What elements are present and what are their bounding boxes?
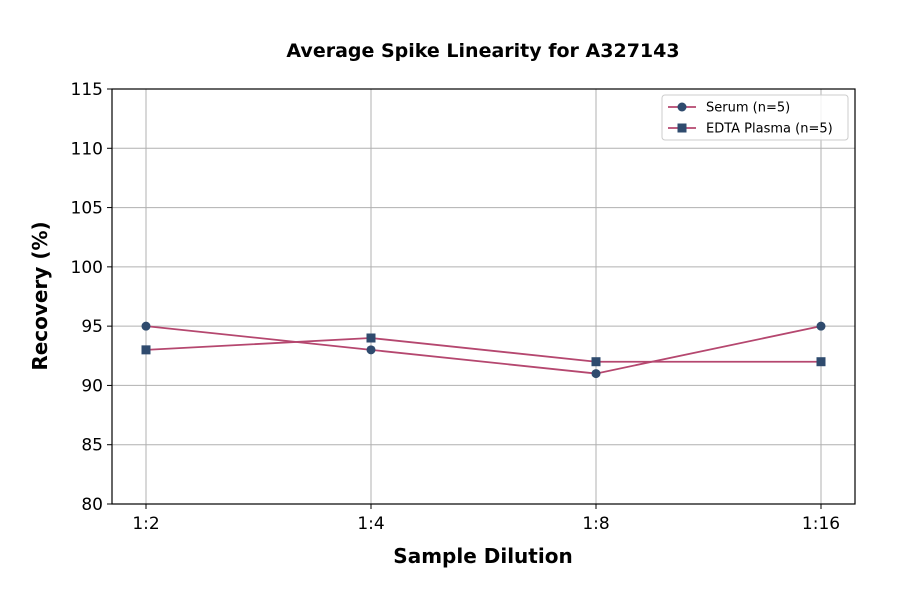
- data-point-square: [366, 333, 376, 343]
- x-tick-label: 1:16: [802, 514, 840, 534]
- x-tick-label: 1:8: [582, 514, 609, 534]
- y-axis-label: Recovery (%): [28, 221, 52, 370]
- data-point-circle: [141, 321, 151, 331]
- data-point-square: [141, 345, 151, 355]
- legend: Serum (n=5) EDTA Plasma (n=5): [661, 94, 849, 141]
- data-point-circle: [816, 321, 826, 331]
- data-point-circle: [366, 345, 376, 355]
- legend-marker-square-icon: [677, 123, 687, 133]
- x-tick-label: 1:4: [357, 514, 384, 534]
- y-tick-label: 95: [81, 317, 103, 337]
- series-line-0: [145, 325, 822, 375]
- y-tick-label: 85: [81, 436, 103, 456]
- y-tick-label: 105: [71, 199, 103, 219]
- plot-frame: [111, 88, 856, 505]
- data-point-square: [816, 357, 826, 367]
- ticks: 80 85 90 95 100 105 110 115 1:2 1:4 1:8 1:16: [71, 80, 841, 534]
- y-tick-label: 115: [71, 80, 103, 100]
- legend-label-edta: EDTA Plasma (n=5): [706, 122, 833, 137]
- y-tick-label: 80: [81, 495, 103, 515]
- legend-box: [661, 94, 849, 141]
- x-axis-label: Sample Dilution: [393, 544, 572, 568]
- data-point-square: [591, 357, 601, 367]
- series-group: [141, 321, 826, 379]
- y-tick-label: 100: [71, 258, 103, 278]
- y-tick-label: 90: [81, 376, 103, 396]
- x-tick-label: 1:2: [132, 514, 159, 534]
- data-point-circle: [591, 369, 601, 379]
- grid: [112, 88, 855, 505]
- series-line-1: [145, 337, 821, 363]
- chart-title: Average Spike Linearity for A327143: [286, 40, 679, 62]
- legend-label-serum: Serum (n=5): [706, 101, 790, 116]
- legend-marker-circle-icon: [677, 102, 687, 112]
- y-tick-label: 110: [71, 139, 103, 159]
